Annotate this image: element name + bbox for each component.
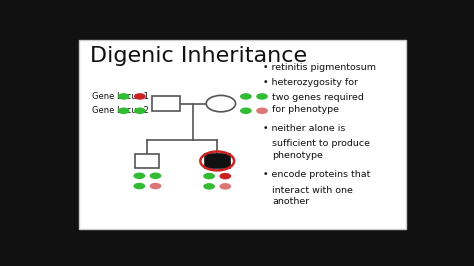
Circle shape (118, 107, 129, 114)
Bar (152, 96, 180, 111)
Text: Gene Locus 1: Gene Locus 1 (92, 92, 149, 101)
Circle shape (240, 93, 252, 100)
Circle shape (256, 93, 268, 100)
Text: Digenic Inheritance: Digenic Inheritance (90, 46, 308, 66)
Text: sufficient to produce
phenotype: sufficient to produce phenotype (272, 139, 370, 160)
Text: • encode proteins that: • encode proteins that (263, 170, 371, 179)
Circle shape (134, 93, 146, 100)
Bar (136, 154, 159, 168)
Text: two genes required
for phenotype: two genes required for phenotype (272, 93, 364, 114)
Circle shape (150, 183, 161, 189)
Circle shape (219, 173, 231, 179)
Circle shape (134, 173, 145, 179)
Circle shape (203, 173, 215, 179)
Text: Gene Locus 2: Gene Locus 2 (92, 106, 149, 115)
Text: • neither alone is: • neither alone is (263, 124, 346, 133)
Bar (205, 154, 230, 168)
FancyBboxPatch shape (80, 40, 406, 228)
Circle shape (219, 183, 231, 190)
Circle shape (134, 107, 146, 114)
Text: • retinitis pigmentosum: • retinitis pigmentosum (263, 63, 376, 72)
Circle shape (118, 93, 129, 100)
Circle shape (203, 183, 215, 190)
Circle shape (206, 95, 236, 112)
Text: • heterozygosity for: • heterozygosity for (263, 78, 358, 87)
Circle shape (134, 183, 145, 189)
Circle shape (240, 107, 252, 114)
Circle shape (150, 173, 161, 179)
Text: interact with one
another: interact with one another (272, 186, 353, 206)
Circle shape (256, 107, 268, 114)
